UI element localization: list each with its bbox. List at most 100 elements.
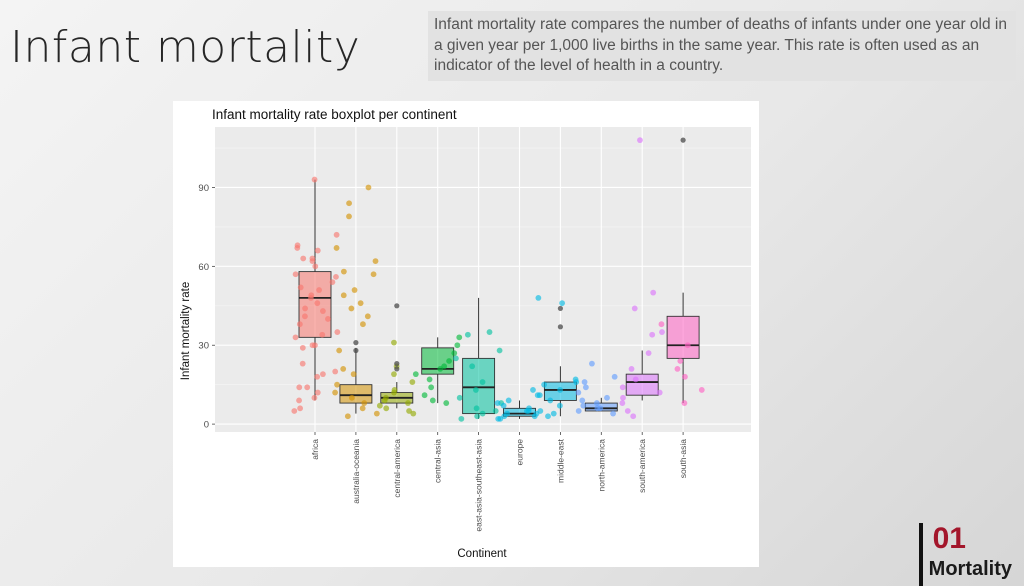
data-point [557,387,564,393]
x-tick-label: africa [310,439,320,460]
chart-title: Infant mortality rate boxplot per contin… [212,107,457,122]
data-point [361,400,368,406]
data-point [359,405,366,412]
data-point [304,384,311,391]
outlier-point [353,340,359,346]
data-point [319,331,326,338]
data-point [453,355,459,362]
data-point [357,300,364,307]
data-point [346,213,352,220]
data-point [535,295,542,301]
data-point [370,271,377,278]
data-point [291,408,298,414]
data-point [348,305,355,312]
iqr-box [339,384,373,404]
outlier-point [353,347,359,354]
outlier-point [557,305,563,312]
x-tick-label: middle-east [555,438,565,483]
data-point [589,360,595,367]
data-point [492,408,499,414]
data-point [649,331,656,338]
data-point [632,376,639,383]
data-point [582,384,589,391]
data-point [630,413,637,420]
data-point [296,384,303,391]
data-point [479,410,486,417]
x-tick-label: south-america [637,439,647,493]
x-tick-label: central-america [392,439,402,498]
section-name: Mortality [928,558,1012,580]
data-point [350,371,357,378]
data-point [309,258,316,264]
data-point [681,400,688,406]
data-point [336,347,343,354]
data-point [334,381,340,388]
y-tick-label: 30 [198,341,209,352]
data-point [314,373,321,380]
data-point [334,329,341,335]
data-point [340,365,347,372]
outlier-point [557,324,563,330]
data-point [547,397,554,404]
data-point [302,305,308,312]
data-point [364,313,371,320]
data-point [486,329,493,335]
data-point [299,360,306,367]
y-tick-label: 90 [198,183,209,194]
data-point [346,200,352,207]
data-point [573,379,580,385]
data-point [351,287,358,293]
data-point [624,408,631,414]
data-point [545,413,551,420]
data-point [332,389,338,396]
data-point [537,408,544,414]
data-point [297,405,304,412]
data-point [645,350,652,357]
data-point [443,400,450,406]
data-point [383,405,390,412]
data-point [360,321,366,328]
data-point [314,247,321,254]
data-point [421,392,428,399]
data-point [391,389,397,396]
data-point [451,350,458,357]
data-point [381,397,388,404]
data-point [320,308,326,314]
data-point [316,287,323,293]
data-point [311,394,318,401]
data-point [637,137,643,144]
iqr-box [298,271,332,338]
data-point [674,365,681,372]
data-point [302,313,308,320]
data-point [329,279,336,286]
iqr-box [666,315,700,359]
x-tick-label: east-asia-southeast-asia [474,439,484,532]
data-point [620,394,626,401]
data-point [611,373,618,380]
data-point [294,242,301,249]
data-point [309,342,316,349]
data-point [496,347,503,354]
data-point [505,397,512,404]
outlier-point [680,137,686,143]
iqr-box [462,357,496,415]
data-point [631,305,638,312]
data-point [658,321,665,328]
data-point [556,402,563,409]
box-south-asia [666,292,700,404]
data-point [464,331,471,338]
data-point [429,397,436,404]
plot-area: 0 30 60 90 africa australia-oceania central-am… [198,127,751,532]
data-point [340,268,347,275]
section-number: 01 [932,522,966,555]
data-point [333,273,339,280]
data-point [530,387,536,393]
data-point [659,329,665,335]
data-point [531,413,538,420]
y-tick-label: 60 [198,262,209,273]
data-point [348,394,355,401]
data-point [619,384,626,391]
y-tick-label: 0 [204,420,209,431]
data-point [428,384,435,391]
data-point [541,381,547,388]
